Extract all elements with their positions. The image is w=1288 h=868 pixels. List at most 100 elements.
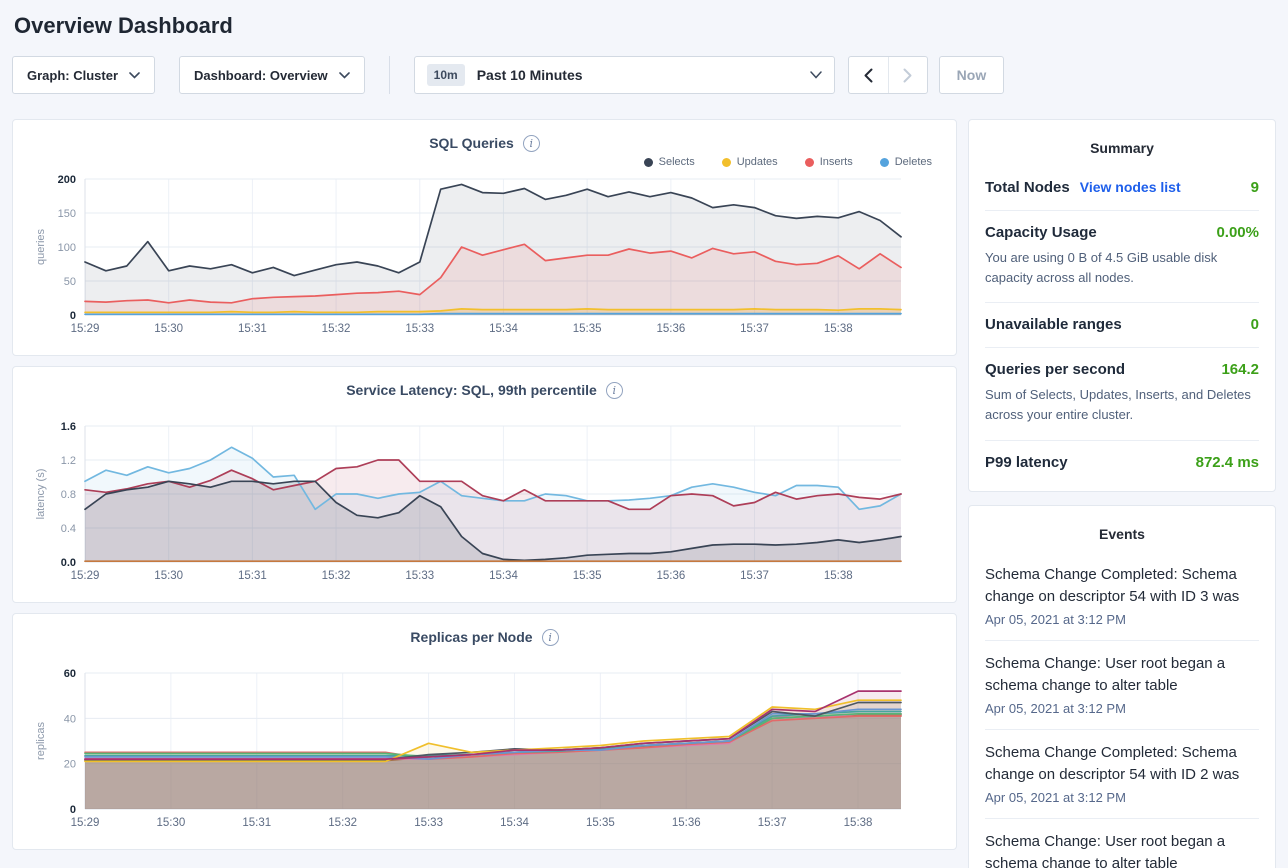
service-latency-chart-title: Service Latency: SQL, 99th percentile: [346, 382, 597, 398]
svg-text:15:30: 15:30: [154, 323, 183, 335]
legend-label: Updates: [736, 156, 778, 168]
summary-row-label: Capacity Usage: [985, 224, 1097, 241]
service-latency-chart[interactable]: 15:29 15:30 15:31 15:32 15:33 15:34 15:35 15:36…: [33, 418, 936, 588]
service-latency-legend: [33, 400, 936, 418]
replicas-per-node-chart[interactable]: 15:29 15:30 15:31 15:32 15:33 15:34 15:35 15:36…: [33, 665, 936, 835]
event-item: Schema Change: User root began a schema …: [985, 819, 1259, 868]
svg-text:15:34: 15:34: [489, 323, 518, 335]
graph-dropdown-label: Graph: Cluster: [27, 67, 119, 83]
svg-text:1.2: 1.2: [61, 455, 76, 467]
time-forward-button[interactable]: [887, 57, 927, 93]
side-column: Summary Total Nodes View nodes list 9 Ca…: [968, 119, 1276, 868]
svg-text:50: 50: [64, 276, 76, 288]
svg-text:15:36: 15:36: [656, 323, 685, 335]
svg-text:15:31: 15:31: [242, 817, 271, 829]
svg-text:15:38: 15:38: [824, 570, 853, 582]
replicas-per-node-legend: [33, 647, 936, 665]
dashboard-dropdown[interactable]: Dashboard: Overview: [179, 56, 365, 94]
legend-item-selects[interactable]: Selects: [643, 156, 695, 168]
svg-text:15:32: 15:32: [328, 817, 357, 829]
event-item: Schema Change Completed: Schema change o…: [985, 730, 1259, 819]
chevron-left-icon: [864, 68, 873, 82]
summary-row-label: Queries per second: [985, 361, 1126, 379]
svg-text:15:34: 15:34: [489, 570, 518, 582]
summary-row-value: 0.00%: [1216, 224, 1259, 241]
svg-text:15:30: 15:30: [154, 570, 183, 582]
svg-text:100: 100: [58, 242, 76, 254]
svg-text:150: 150: [58, 208, 76, 220]
svg-text:0.8: 0.8: [61, 489, 76, 501]
summary-row: Unavailable ranges 0: [985, 303, 1259, 349]
event-text: Schema Change: User root began a schema …: [985, 654, 1226, 695]
info-icon[interactable]: i: [541, 628, 559, 646]
summary-row: Capacity Usage 0.00% You are using 0 B o…: [985, 211, 1259, 304]
event-timestamp: Apr 05, 2021 at 3:12 PM: [985, 700, 1126, 716]
time-back-button[interactable]: [849, 57, 888, 93]
toolbar: Graph: Cluster Dashboard: Overview 10m P…: [12, 56, 1276, 94]
main-content: SQL Queries i Selects Updates Inserts Delet…: [12, 119, 1276, 868]
legend-item-updates[interactable]: Updates: [721, 156, 778, 168]
event-item: Schema Change: User root began a schema …: [985, 641, 1259, 730]
svg-text:15:32: 15:32: [322, 323, 351, 335]
event-text: Schema Change Completed: Schema change o…: [985, 565, 1240, 606]
svg-text:15:33: 15:33: [405, 323, 434, 335]
summary-rows: Total Nodes View nodes list 9 Capacity U…: [985, 166, 1259, 485]
summary-row-label: P99 latency: [985, 453, 1068, 471]
summary-row-note: You are using 0 B of 4.5 GiB usable disk…: [985, 250, 1218, 286]
svg-text:1.6: 1.6: [61, 421, 76, 433]
graph-dropdown[interactable]: Graph: Cluster: [12, 56, 156, 94]
svg-text:15:29: 15:29: [71, 323, 100, 335]
event-item: Schema Change Completed: Schema change o…: [985, 552, 1259, 641]
toolbar-divider: [388, 56, 390, 94]
summary-row-header: Queries per second 164.2: [985, 361, 1259, 378]
sql-queries-chart[interactable]: 15:29 15:30 15:31 15:32 15:33 15:34 15:35 15:36…: [33, 171, 936, 341]
page-title: Overview Dashboard: [14, 13, 233, 38]
event-text: Schema Change: User root began a schema …: [985, 832, 1226, 868]
svg-text:0.4: 0.4: [61, 523, 76, 535]
svg-text:15:33: 15:33: [405, 570, 434, 582]
chevron-down-icon: [338, 71, 350, 79]
view-nodes-list-link[interactable]: View nodes list: [1079, 179, 1181, 195]
svg-text:20: 20: [64, 759, 76, 771]
summary-row: Total Nodes View nodes list 9: [985, 166, 1259, 211]
svg-text:15:33: 15:33: [414, 817, 443, 829]
summary-row-value: 872.4 ms: [1195, 453, 1259, 471]
chevron-down-icon: [809, 71, 822, 79]
svg-text:0: 0: [70, 310, 76, 322]
svg-text:15:32: 15:32: [322, 570, 351, 582]
svg-text:replicas: replicas: [35, 722, 47, 760]
svg-text:15:29: 15:29: [71, 570, 100, 582]
dashboard-dropdown-label: Dashboard: Overview: [194, 67, 328, 83]
legend-item-deletes[interactable]: Deletes: [879, 156, 932, 168]
time-step-buttons: [847, 56, 928, 94]
svg-text:15:31: 15:31: [238, 570, 267, 582]
legend-label: Selects: [658, 156, 695, 168]
summary-row-header: Unavailable ranges 0: [985, 316, 1259, 333]
time-range-picker[interactable]: 10m Past 10 Minutes: [413, 56, 835, 94]
svg-text:40: 40: [64, 713, 76, 725]
legend-item-inserts[interactable]: Inserts: [804, 156, 853, 168]
replicas-per-node-chart-title: Replicas per Node: [410, 629, 533, 645]
events-panel-title: Events: [1099, 525, 1145, 542]
chevron-down-icon: [129, 71, 140, 79]
svg-text:15:38: 15:38: [844, 817, 873, 829]
svg-text:15:37: 15:37: [758, 817, 787, 829]
sql-queries-chart-card: SQL Queries i Selects Updates Inserts Delet…: [12, 119, 957, 356]
svg-text:15:36: 15:36: [672, 817, 701, 829]
chart-title-row: SQL Queries i: [33, 133, 936, 153]
info-icon[interactable]: i: [522, 134, 540, 152]
svg-text:200: 200: [58, 174, 76, 186]
summary-row-header: Capacity Usage 0.00%: [985, 224, 1259, 241]
svg-text:60: 60: [64, 668, 76, 680]
time-range-badge: 10m: [426, 64, 465, 86]
svg-text:latency (s): latency (s): [35, 469, 47, 520]
event-text: Schema Change Completed: Schema change o…: [985, 743, 1240, 784]
svg-text:15:38: 15:38: [824, 323, 853, 335]
summary-row-value: 0: [1250, 316, 1259, 334]
legend-dot-icon: [643, 157, 653, 167]
time-range-label: Past 10 Minutes: [476, 67, 583, 83]
now-button[interactable]: Now: [938, 56, 1005, 94]
info-icon[interactable]: i: [605, 381, 623, 399]
summary-panel-title: Summary: [1090, 140, 1154, 156]
